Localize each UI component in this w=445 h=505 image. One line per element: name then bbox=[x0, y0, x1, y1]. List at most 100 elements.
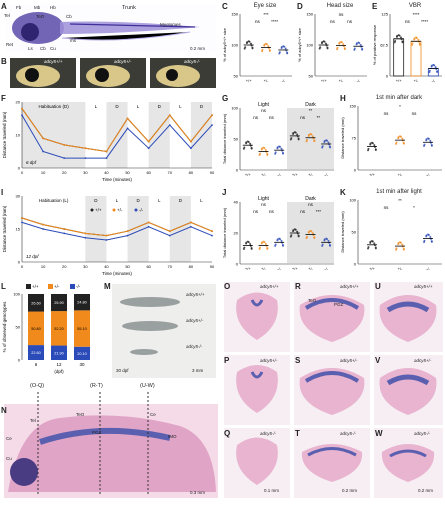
phase-label-2: L bbox=[116, 198, 119, 203]
point-+/- bbox=[307, 134, 310, 137]
sig-2: ns bbox=[347, 19, 353, 24]
data-label--/--12: 21.90 bbox=[54, 351, 64, 355]
point-+/- bbox=[264, 242, 267, 245]
panel-d-label: D bbox=[297, 2, 303, 11]
legend-marker-1 bbox=[112, 208, 116, 212]
data-label-+/+-30: 24.80 bbox=[77, 301, 87, 305]
panel-l-label: L bbox=[1, 282, 6, 291]
point-+/+ bbox=[394, 40, 397, 43]
x-tick--/-: -/- bbox=[281, 78, 285, 83]
bar-segment--/--6 bbox=[28, 345, 44, 360]
x-tick-6: 60 bbox=[146, 170, 151, 175]
point--/- bbox=[429, 235, 432, 238]
stage-label: 12 dpf bbox=[26, 254, 39, 259]
point--/- bbox=[276, 239, 279, 242]
y-tick-0: 0 bbox=[18, 358, 21, 363]
panel-d: D Head size 50 100 150 % of adcy5+/+ size +/… bbox=[297, 0, 371, 90]
group-label-1: Dark bbox=[305, 102, 316, 108]
series-point-+/- bbox=[105, 234, 108, 237]
phase-label-1: L bbox=[95, 104, 98, 109]
group-label-1: Dark bbox=[305, 196, 316, 202]
x-tick-2: 20 bbox=[62, 264, 67, 269]
panel-b-label: B bbox=[1, 57, 7, 66]
series-point--/- bbox=[42, 228, 45, 230]
panel-e-title: VBR bbox=[408, 3, 422, 9]
panel-q-geno: adcy5-/- bbox=[260, 431, 277, 436]
x-tick-7: 70 bbox=[168, 264, 173, 269]
legend-label-1: +/- bbox=[54, 284, 60, 289]
group-label-0: Light bbox=[258, 102, 269, 108]
panel-h-label: H bbox=[340, 94, 346, 103]
label-cu: Cu bbox=[50, 46, 56, 51]
x-tick-6: 6 bbox=[35, 362, 38, 367]
panel-r-teo: TeO bbox=[308, 298, 317, 303]
y-tick-2: 40 bbox=[234, 200, 239, 205]
series-point-+/- bbox=[126, 230, 129, 233]
x-tick-+/-: +/- bbox=[261, 172, 266, 177]
panel-j: J 0 20 40 Total distance traveled (mm) Light… bbox=[222, 186, 337, 278]
x-tick-+/-: +/- bbox=[264, 78, 269, 83]
point--/- bbox=[430, 240, 433, 243]
point-+/+ bbox=[371, 142, 374, 145]
y-tick-2: 150 bbox=[306, 12, 313, 17]
x-tick-0: 0 bbox=[21, 264, 24, 269]
x-axis-label: Time (minutes) bbox=[102, 177, 132, 182]
point-+/- bbox=[263, 147, 266, 150]
point--/- bbox=[323, 239, 326, 242]
y-tick-0: 50 bbox=[309, 74, 314, 79]
fish-stage: 30 dpf bbox=[116, 368, 129, 373]
point-+/- bbox=[415, 37, 418, 40]
panel-k-label: K bbox=[340, 188, 346, 197]
sig-2: **** bbox=[271, 19, 278, 24]
point-+/- bbox=[418, 43, 421, 46]
fish-scale: 3 mm bbox=[192, 368, 204, 373]
point--/- bbox=[355, 43, 358, 46]
y-tick-1: 100 bbox=[231, 43, 238, 48]
x-tick-+/-: +/- bbox=[398, 266, 403, 271]
point--/- bbox=[430, 144, 433, 147]
larva-image bbox=[6, 4, 216, 52]
x-tick-+/-: +/- bbox=[398, 172, 403, 177]
legend-swatch-0 bbox=[26, 284, 31, 289]
label-mb: Mb bbox=[34, 5, 41, 10]
point-+/- bbox=[401, 243, 404, 246]
group-label-0: Light bbox=[258, 196, 269, 202]
point--/- bbox=[283, 45, 286, 48]
x-tick-6: 60 bbox=[146, 264, 151, 269]
point-+/- bbox=[343, 48, 346, 51]
point-+/- bbox=[395, 247, 398, 250]
phase-bg-0 bbox=[22, 102, 86, 168]
series-line-+/- bbox=[21, 108, 213, 153]
point-+/- bbox=[342, 43, 345, 46]
point-+/- bbox=[417, 38, 420, 41]
legend-marker-2 bbox=[134, 208, 138, 212]
phase-bg-3 bbox=[127, 196, 149, 262]
point--/- bbox=[321, 243, 324, 246]
point-+/+ bbox=[292, 230, 295, 233]
legend-label-1: +/- bbox=[117, 208, 123, 213]
x-tick-3: 30 bbox=[83, 264, 88, 269]
fish-geno-2: adcy5+/- bbox=[186, 318, 204, 323]
point--/- bbox=[321, 145, 324, 148]
x-tick-8: 80 bbox=[189, 264, 194, 269]
x-tick-1: 10 bbox=[41, 264, 46, 269]
point--/- bbox=[284, 47, 287, 50]
sig-0: ** bbox=[398, 198, 402, 203]
sig-1-1: ns bbox=[300, 115, 306, 120]
series-point--/- bbox=[84, 157, 87, 159]
series-point--/- bbox=[21, 221, 23, 224]
point--/- bbox=[423, 239, 426, 242]
point--/- bbox=[425, 235, 428, 238]
x-tick-+/+: +/+ bbox=[321, 78, 327, 83]
point-+/+ bbox=[395, 35, 398, 38]
point--/- bbox=[279, 238, 282, 241]
point-+/+ bbox=[367, 246, 370, 249]
y-axis-label: % of observed genotypes bbox=[2, 301, 7, 353]
y-tick-1: 50 bbox=[234, 137, 239, 142]
point-+/+ bbox=[399, 36, 402, 39]
label-tel: Tel bbox=[4, 13, 10, 18]
panel-e: E VBR 0 62.5 125 % of positive response +/+ +… bbox=[372, 0, 445, 90]
chart-k: 0 50 100 Distance traveled (mm) +/+ +/- -/- ** n… bbox=[340, 198, 442, 271]
x-tick-+/-: +/- bbox=[308, 172, 313, 177]
y-tick-2: 100 bbox=[13, 292, 20, 297]
